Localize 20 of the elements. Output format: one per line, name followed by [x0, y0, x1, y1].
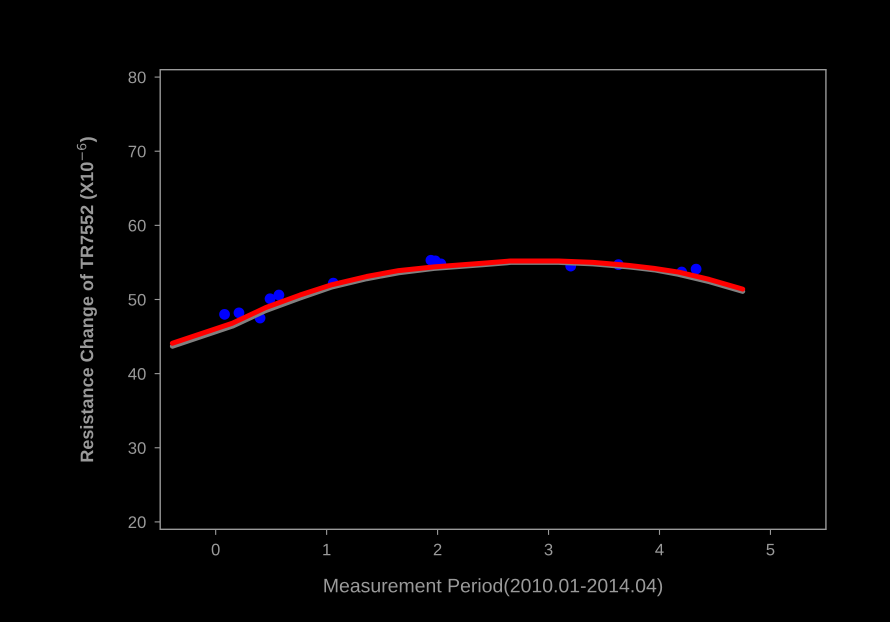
x-axis-title: Measurement Period(2010.01-2014.04)	[324, 578, 662, 596]
y-tick-label: 70	[128, 146, 146, 158]
point	[690, 264, 702, 274]
x-tick-label: 2	[434, 544, 442, 556]
x-tick-label: 4	[655, 544, 664, 556]
y-tick-label: 20	[128, 516, 146, 528]
y-tick-label: 40	[128, 368, 146, 380]
point	[274, 290, 284, 300]
point	[219, 308, 230, 320]
y-tick-label: 50	[128, 294, 146, 306]
point	[234, 307, 244, 318]
y-tick-label: 80	[128, 71, 146, 84]
x-tick-label: 0	[212, 544, 220, 556]
y-tick-label: 60	[128, 220, 146, 232]
x-tick-label: 5	[766, 544, 774, 556]
y-axis-title: Resistance Change of TR7552 (X10$^{−6}$)	[76, 137, 97, 462]
x-tick-label: 1	[323, 544, 330, 556]
y-tick-label: 30	[128, 442, 146, 454]
x-tick-label: 3	[544, 544, 552, 556]
point	[264, 293, 276, 304]
